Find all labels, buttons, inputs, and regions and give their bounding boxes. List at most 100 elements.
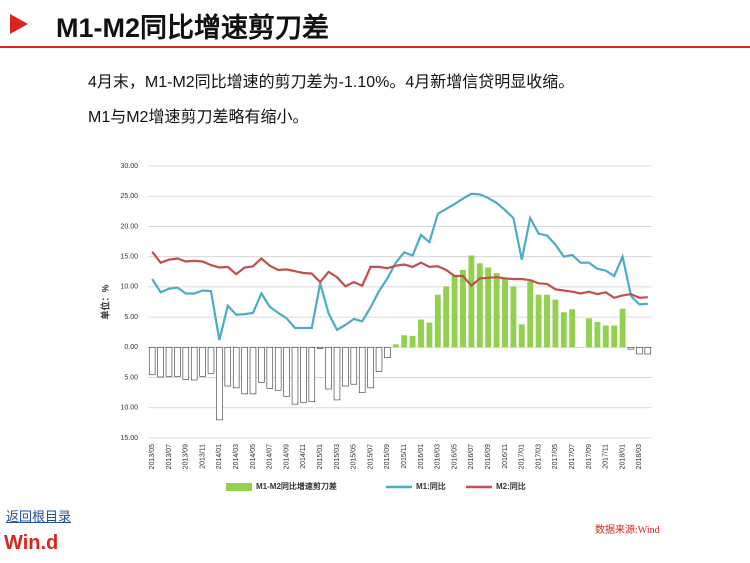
bar — [249, 347, 257, 395]
x-tick-label: 2014/07 — [267, 444, 274, 469]
bar — [350, 347, 358, 385]
line — [151, 251, 648, 299]
x-tick-label: 2014/09 — [283, 444, 290, 469]
x-tick-label: 2017/07 — [569, 444, 576, 469]
x-tick-label: 2014/03 — [233, 444, 240, 469]
y-tick-label: 10.00 — [120, 405, 138, 412]
bar — [241, 347, 248, 395]
y-axis-label: 单位：% — [99, 284, 110, 319]
bar — [367, 347, 374, 389]
back-link[interactable]: 返回根目录 — [6, 509, 72, 524]
logo: Win.d — [4, 532, 59, 554]
x-tick-label: 2015/01 — [317, 444, 324, 469]
bar — [544, 294, 550, 348]
legend-label: M1:同比 — [416, 481, 446, 491]
x-tick-label: 2015/09 — [384, 444, 391, 469]
bar — [333, 347, 341, 401]
bar — [384, 347, 391, 358]
y-tick-label: 5.00 — [124, 314, 138, 321]
y-tick-label: 15.00 — [120, 254, 138, 261]
bar — [283, 347, 290, 397]
x-tick-label: 2017/09 — [586, 444, 593, 469]
legend-swatch — [226, 483, 252, 491]
bar — [258, 347, 265, 383]
x-tick-label: 2013/05 — [149, 444, 156, 469]
bar — [274, 347, 282, 391]
x-tick-label: 2016/01 — [418, 444, 425, 469]
x-tick-label: 2017/03 — [535, 444, 542, 469]
line — [151, 192, 648, 341]
legend-label: M2:同比 — [496, 481, 526, 491]
bar — [207, 347, 215, 374]
bar — [552, 299, 559, 348]
y-tick-label: 20.00 — [120, 223, 138, 230]
x-tick-label: 2015/05 — [351, 444, 358, 469]
x-tick-label: 2015/11 — [401, 444, 408, 469]
x-tick-label: 2016/05 — [451, 444, 458, 469]
y-tick-label: 30.00 — [120, 163, 138, 170]
bar — [602, 325, 609, 348]
x-tick-label: 2017/05 — [552, 444, 559, 469]
bar — [510, 286, 517, 348]
bar — [401, 335, 408, 348]
body-text: 4月末，M1-M2同比增速的剪刀差为-1.10%。4月新增信贷明显收缩。 — [88, 74, 575, 91]
bar — [316, 347, 324, 349]
bar — [224, 347, 232, 387]
y-tick-label: 10.00 — [120, 284, 138, 291]
bar — [232, 347, 240, 389]
bar — [569, 309, 576, 348]
x-tick-label: 2013/11 — [199, 444, 206, 469]
bar — [443, 286, 450, 348]
bar — [594, 321, 601, 348]
bar — [308, 347, 316, 403]
x-tick-label: 2014/05 — [250, 444, 257, 469]
x-tick-label: 2013/09 — [183, 444, 190, 469]
y-tick-label: 15.00 — [120, 435, 138, 442]
bar — [392, 344, 399, 348]
y-tick-label: 5.00 — [124, 374, 138, 381]
bar — [199, 347, 206, 377]
bar — [627, 347, 635, 350]
bar — [157, 347, 164, 378]
x-tick-label: 2014/11 — [300, 444, 307, 469]
bar — [636, 347, 643, 355]
title-rule — [0, 46, 750, 48]
x-tick-label: 2017/11 — [603, 444, 610, 469]
body-text: M1与M2增速剪刀差略有缩小。 — [88, 109, 309, 126]
bar — [527, 281, 534, 348]
bar — [611, 325, 618, 348]
bar — [409, 335, 416, 348]
x-tick-label: 2016/07 — [468, 444, 475, 469]
y-tick-label: 0.00 — [124, 344, 138, 351]
x-tick-label: 2016/09 — [485, 444, 492, 469]
bar — [460, 269, 466, 348]
x-tick-label: 2015/07 — [367, 444, 374, 469]
bar — [418, 319, 424, 348]
x-tick-label: 2016/11 — [502, 444, 509, 469]
bar — [165, 347, 173, 377]
x-tick-label: 2018/03 — [636, 444, 643, 469]
bar — [485, 267, 492, 348]
y-tick-label: 25.00 — [120, 193, 138, 200]
x-tick-label: 2018/01 — [619, 444, 626, 469]
bar — [291, 347, 299, 405]
x-tick-label: 2013/07 — [166, 444, 173, 469]
bar — [434, 294, 441, 348]
bar — [451, 275, 458, 348]
bar — [148, 347, 156, 375]
bar — [518, 324, 525, 348]
bar — [325, 347, 332, 390]
bar — [216, 347, 223, 421]
title-marker — [10, 14, 28, 34]
bar — [182, 347, 190, 380]
bar — [190, 347, 198, 381]
bar — [560, 312, 567, 348]
bar — [358, 347, 366, 393]
legend-label: M1-M2同比增速剪刀差 — [256, 481, 337, 491]
bar — [476, 263, 483, 348]
source-note: 数据来源:Wind — [595, 525, 660, 536]
bar — [502, 279, 508, 348]
bar — [619, 308, 626, 348]
